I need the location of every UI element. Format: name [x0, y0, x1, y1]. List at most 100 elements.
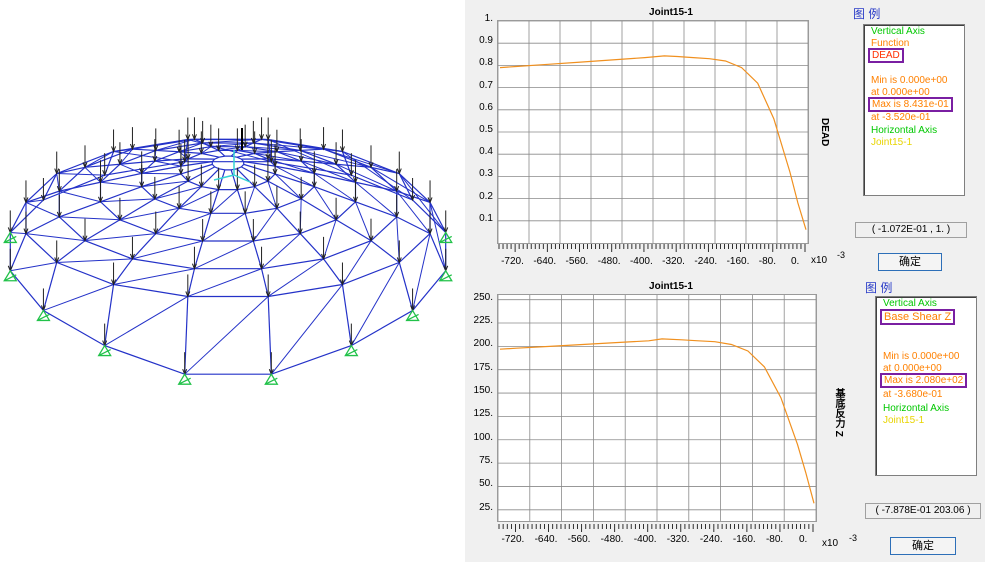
diagonal-member[interactable]	[26, 234, 85, 241]
plot2-legend-joint: Joint15-1	[883, 415, 924, 426]
support-icon[interactable]	[4, 271, 16, 281]
rib-member[interactable]	[277, 208, 300, 233]
diagonal-member[interactable]	[100, 182, 141, 186]
rib-member[interactable]	[342, 285, 351, 346]
plot2-legend-min-at: at 0.000e+00	[883, 363, 942, 374]
plot1-area[interactable]	[497, 20, 809, 244]
rib-member[interactable]	[132, 149, 155, 150]
rib-member[interactable]	[59, 202, 100, 217]
diagonal-member[interactable]	[179, 190, 219, 209]
rib-member[interactable]	[201, 169, 219, 187]
diagonal-member[interactable]	[268, 259, 323, 297]
rib-member[interactable]	[262, 269, 269, 297]
rib-member[interactable]	[10, 202, 26, 232]
diagonal-member[interactable]	[105, 296, 188, 345]
rib-member[interactable]	[114, 259, 133, 285]
plot2-legend-box: Vertical Axis Base Shear Z Min is 0.000e…	[875, 296, 977, 476]
plot2-legend-min: Min is 0.000e+00	[883, 351, 959, 362]
diagonal-member[interactable]	[57, 174, 105, 176]
x-tick-label: -320.	[667, 534, 690, 545]
diagonal-member[interactable]	[59, 191, 100, 202]
plot1-legend-function-label: Function	[871, 38, 909, 49]
rib-member[interactable]	[336, 220, 371, 241]
rib-member[interactable]	[219, 150, 225, 156]
diagonal-member[interactable]	[271, 285, 342, 375]
diagonal-member[interactable]	[253, 208, 277, 241]
rib-member[interactable]	[155, 181, 188, 199]
diagonal-member[interactable]	[351, 262, 399, 345]
y-tick-label: 75.	[467, 455, 493, 466]
diagonal-member[interactable]	[356, 182, 397, 217]
diagonal-member[interactable]	[10, 232, 26, 233]
y-tick-label: 0.3	[467, 168, 493, 179]
diagonal-member[interactable]	[132, 241, 202, 259]
support-icon[interactable]	[179, 374, 191, 384]
y-tick-label: 1.	[467, 13, 493, 24]
diagonal-member[interactable]	[194, 241, 253, 269]
plot2-chart	[498, 295, 816, 521]
y-tick-label: 125.	[467, 408, 493, 419]
rib-member[interactable]	[430, 202, 446, 232]
frame-members[interactable]	[10, 139, 445, 374]
diagonal-member[interactable]	[314, 187, 336, 220]
rib-member[interactable]	[57, 241, 85, 263]
diagonal-member[interactable]	[324, 220, 337, 259]
diagonal-member[interactable]	[188, 269, 262, 297]
diagonal-member[interactable]	[413, 234, 430, 311]
dome-frame-drawing[interactable]	[0, 0, 465, 562]
ring-member[interactable]	[212, 156, 243, 170]
x-tick-label: -560.	[566, 256, 589, 267]
support-icon[interactable]	[265, 374, 277, 384]
rib-member[interactable]	[188, 269, 195, 297]
ring-member[interactable]	[59, 139, 396, 268]
rib-member[interactable]	[397, 217, 430, 234]
plot1-ok-button[interactable]: 确定	[878, 253, 942, 271]
diagonal-member[interactable]	[185, 296, 268, 374]
diagonal-member[interactable]	[114, 269, 195, 285]
diagonal-member[interactable]	[57, 259, 133, 263]
rib-member[interactable]	[356, 202, 397, 217]
rib-member[interactable]	[179, 152, 201, 154]
rib-member[interactable]	[430, 234, 446, 271]
support-icon[interactable]	[407, 310, 419, 320]
rib-member[interactable]	[356, 182, 397, 191]
rib-member[interactable]	[255, 152, 277, 154]
rib-member[interactable]	[10, 234, 26, 271]
diagonal-member[interactable]	[342, 241, 371, 285]
rib-member[interactable]	[59, 182, 100, 191]
y-tick-label: 250.	[467, 292, 493, 303]
x-tick-label: -560.	[568, 534, 591, 545]
grid	[498, 21, 808, 243]
plot2-ok-button[interactable]: 确定	[890, 537, 956, 555]
plot1-legend-max-at: at -3.520e-01	[871, 112, 931, 123]
rib-member[interactable]	[314, 187, 355, 202]
diagonal-member[interactable]	[142, 173, 181, 174]
ring-member[interactable]	[10, 162, 445, 375]
rib-member[interactable]	[324, 259, 343, 285]
diagonal-member[interactable]	[371, 167, 430, 202]
model-3d-view[interactable]	[0, 0, 465, 562]
rib-member[interactable]	[43, 262, 56, 310]
diagonal-member[interactable]	[10, 262, 56, 270]
diagonal-member[interactable]	[356, 202, 372, 241]
plot2-legend-function-name: Base Shear Z	[882, 311, 953, 323]
rib-member[interactable]	[371, 241, 399, 263]
diagonal-member[interactable]	[277, 152, 336, 164]
support-icon[interactable]	[37, 310, 49, 320]
y-tick-label: 0.6	[467, 102, 493, 113]
rib-member[interactable]	[301, 199, 336, 220]
rib-member[interactable]	[300, 234, 323, 259]
rib-member[interactable]	[156, 150, 179, 151]
rib-member[interactable]	[201, 153, 219, 157]
rib-member[interactable]	[26, 217, 59, 234]
rib-member[interactable]	[132, 234, 155, 259]
rib-member[interactable]	[300, 149, 323, 150]
rib-member[interactable]	[399, 262, 412, 310]
rib-member[interactable]	[105, 285, 114, 346]
x-tick-label: -240.	[700, 534, 723, 545]
plot2-area[interactable]	[497, 294, 817, 522]
diagonal-member[interactable]	[43, 285, 113, 311]
y-tick-label: 0.2	[467, 191, 493, 202]
diagonal-member[interactable]	[26, 202, 59, 216]
diagonal-member[interactable]	[59, 217, 120, 220]
